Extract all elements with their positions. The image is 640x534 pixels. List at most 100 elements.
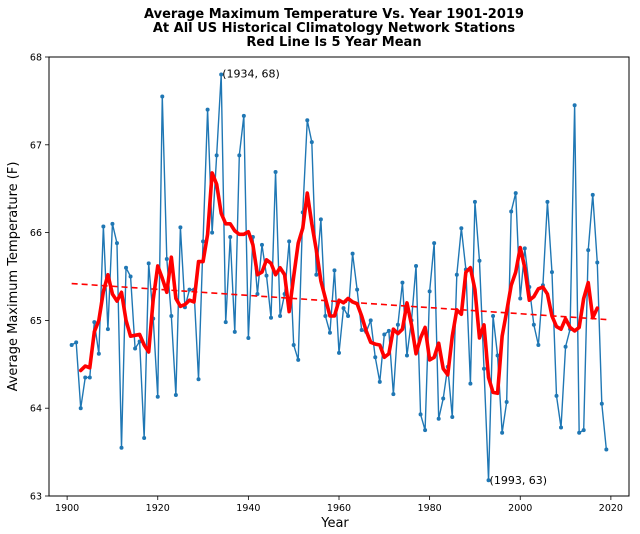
annual-data-point [327,330,332,335]
y-tick-label: 65 [30,316,42,327]
annual-data-point [205,107,210,112]
x-tick-label: 1960 [327,503,351,514]
x-axis: 1900 1920 1940 1960 1980 2000 2020 [55,496,623,514]
annual-data-point [500,430,505,435]
annual-data-point [554,393,559,398]
annual-data-point [518,296,523,301]
annual-data-point [563,344,568,349]
annual-data-point [355,287,360,292]
annual-data-point [160,94,165,99]
annual-data-point [468,381,473,386]
annual-data-point [114,241,119,246]
x-tick-label: 2020 [599,503,623,514]
annual-data-point [323,314,328,319]
annual-data-point [133,346,138,351]
annual-data-point [178,225,183,230]
annual-data-point [255,292,260,297]
annual-data-point [509,209,514,214]
annual-data-point [495,353,500,358]
annual-data-point [368,318,373,323]
annual-data-point [400,280,405,285]
annual-data-point [83,375,88,380]
y-axis: 63 64 65 66 67 68 [30,53,49,503]
annual-data-point [427,289,432,294]
annual-data-point [269,315,274,320]
annual-data-point [454,272,459,277]
annual-data-point [305,118,310,123]
annual-data-point [142,436,147,441]
annual-data-point [595,260,600,265]
annual-data-point [318,217,323,222]
annual-data-point [259,242,264,247]
annual-data-point [264,273,269,278]
annual-data-point [69,342,74,347]
annual-data-point [164,256,169,261]
x-tick-label: 1940 [236,503,260,514]
annual-data-point [337,350,341,355]
annual-data-point [373,355,378,360]
annual-data-point [105,327,110,332]
annual-data-point [604,447,609,452]
x-tick-label: 2000 [508,503,532,514]
point-annotation: (1993, 63) [490,474,548,487]
chart-title-line-2: At All US Historical Climatology Network… [153,21,516,36]
annual-data-point [414,263,419,268]
annual-data-point [436,416,441,421]
annual-data-point [78,406,83,411]
annual-data-point [173,393,178,398]
annual-data-point [486,478,491,483]
annual-data-point [92,320,97,325]
annual-data-point [332,268,337,273]
annual-data-point [74,340,79,345]
point-annotation: (1934, 68) [222,68,280,81]
annual-data-point [531,322,536,327]
annual-data-point [214,153,219,158]
annual-data-point [296,357,301,362]
five-year-mean-line [78,171,600,396]
annual-data-point [110,221,115,226]
annual-data-point [278,314,283,319]
annual-data-point [423,428,428,433]
annotations: (1934, 68) (1993, 63) [222,68,547,488]
chart-title-line-3: Red Line Is 5 Year Mean [246,35,421,50]
y-tick-label: 64 [30,404,42,415]
x-tick-label: 1980 [418,503,442,514]
annual-data-point [545,199,550,204]
annual-data-point [391,392,396,397]
y-tick-label: 63 [30,492,42,503]
annual-data-point [119,445,124,450]
annual-data-point [350,251,355,256]
annual-data-point [128,274,133,279]
y-tick-label: 67 [30,140,42,151]
annual-data-point [228,234,233,239]
annual-data-point [386,328,391,333]
annual-data-point [241,113,246,118]
annual-data-point [124,265,129,270]
annual-data-point [477,258,482,263]
annual-data-point [491,314,496,319]
annual-data-point [441,396,446,401]
annual-data-point [291,342,296,347]
annual-data-point [309,140,314,145]
annual-data-point [513,191,518,196]
y-tick-label: 66 [30,228,42,239]
annual-data-point [346,314,351,319]
annual-data-point [377,379,382,384]
y-tick-label: 68 [30,53,42,64]
annual-data-point [572,103,577,108]
annual-data-point [459,226,464,231]
annual-data-point [146,261,151,266]
annual-data-point [432,241,437,246]
annual-data-point [581,428,586,433]
x-tick-label: 1900 [55,503,79,514]
annual-data-point [187,287,192,292]
annual-data-point [210,230,215,235]
annual-data-point [169,314,174,319]
plot-area-frame [48,56,630,497]
annual-data-point [599,401,604,406]
annual-data-point [87,375,92,380]
annual-data-point [450,414,455,419]
annual-data-point [586,248,591,253]
series-layer [69,72,609,483]
annual-data-point [96,351,101,356]
